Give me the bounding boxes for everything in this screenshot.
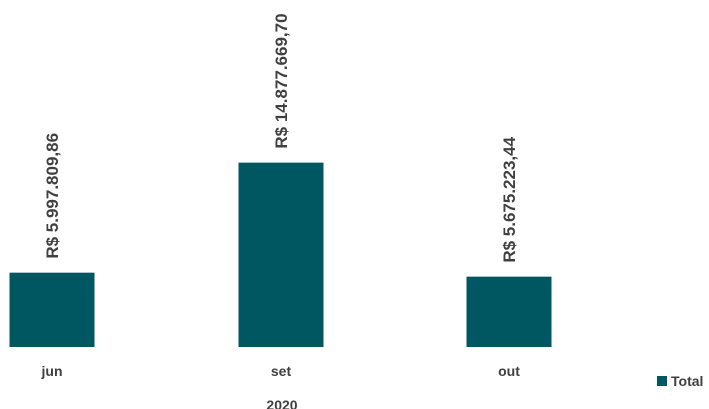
category-label-jun: jun <box>41 363 63 379</box>
category-label-set: set <box>271 363 292 379</box>
group-axis-label: 2020 <box>266 397 297 409</box>
legend: Total <box>657 373 703 389</box>
value-labels-layer: R$ 5.997.809,86 R$ 14.877.669,70 R$ 5.675.… <box>43 13 519 262</box>
data-label-set: R$ 14.877.669,70 <box>272 13 291 148</box>
category-label-out: out <box>498 363 520 379</box>
legend-label: Total <box>671 373 703 389</box>
bar-out <box>466 276 552 347</box>
category-labels-layer: jun set out <box>41 363 521 379</box>
bar-jun <box>9 272 95 347</box>
bars-layer <box>9 162 552 347</box>
data-label-out: R$ 5.675.223,44 <box>500 136 519 262</box>
legend-swatch <box>657 376 667 386</box>
data-label-jun: R$ 5.997.809,86 <box>43 133 62 259</box>
bar-set <box>238 162 324 347</box>
